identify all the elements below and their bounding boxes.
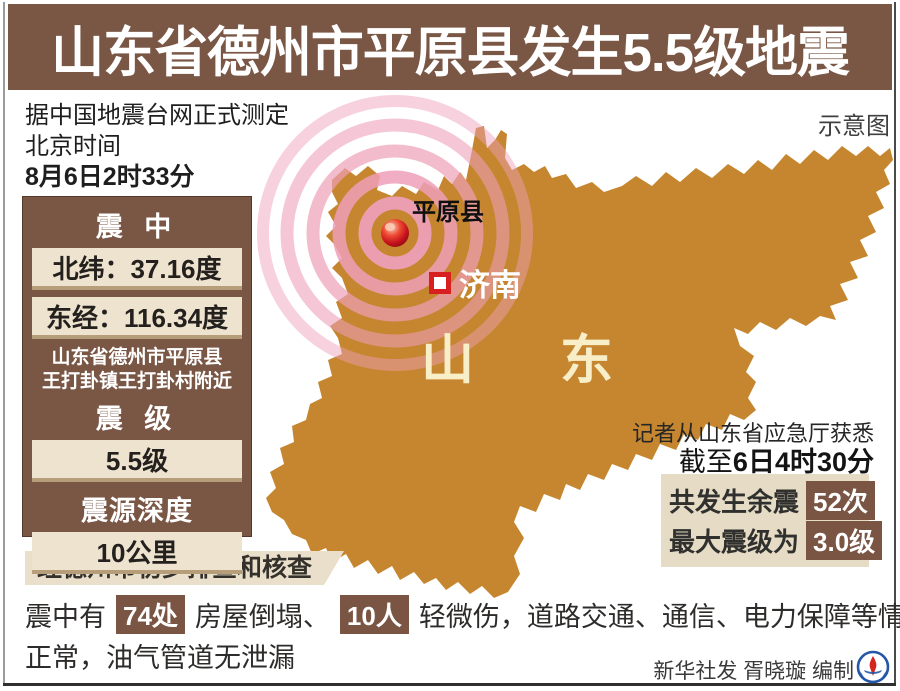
intro-line-source: 据中国地震台网正式测定 <box>25 102 289 129</box>
depth-value: 10公里 <box>32 532 242 574</box>
damage-paragraph-line2: 正常，油气管道无泄漏 <box>25 643 295 673</box>
stat-row-count: 共发生余震 52次 <box>669 481 875 520</box>
intro-block: 据中国地震台网正式测定 北京时间 8月6日2时33分 <box>25 100 289 193</box>
schematic-label: 示意图 <box>818 113 890 140</box>
panel-epicenter-title: 震 中 <box>95 212 179 242</box>
longitude-value: 东经：116.34度 <box>32 297 242 339</box>
location-text: 山东省德州市平原县 王打卦镇王打卦村附近 <box>23 346 251 394</box>
epicenter-ball-highlight <box>385 223 395 231</box>
province-char-shan: 山 <box>421 331 474 390</box>
stat-max-value: 3.0级 <box>806 521 883 560</box>
latitude-value: 北纬：37.16度 <box>32 248 242 290</box>
aftershock-source-line: 记者从山东省应急厅获悉 <box>631 421 874 446</box>
jinan-marker-icon <box>429 272 451 294</box>
intro-line-time: 8月6日2时33分 <box>25 163 195 191</box>
stat-row-max: 最大震级为 3.0级 <box>669 521 883 560</box>
location-line-1: 山东省德州市平原县 <box>51 347 223 368</box>
province-label: 山 东 <box>421 318 613 394</box>
panel-magnitude-title: 震 级 <box>95 404 179 434</box>
frame-bottom-line <box>3 683 896 686</box>
credit-text: 新华社发 胥晓璇 编制 <box>653 660 854 683</box>
pingyuan-label: 平原县 <box>412 199 484 226</box>
headline: 山东省德州市平原县发生5.5级地震 <box>51 22 850 83</box>
deadline-time: 6日4时30分 <box>732 447 874 477</box>
stat-count-value: 52次 <box>806 481 875 520</box>
injured-people-badge: 10人 <box>339 595 409 634</box>
damage-seg-3: 轻微伤，道路交通、通信、电力保障等情况 <box>418 602 900 632</box>
intro-line-timezone: 北京时间 <box>25 133 121 160</box>
aftershock-deadline: 截至 6日4时30分 <box>679 440 874 479</box>
epicenter-panel: 震 中 北纬：37.16度 东经：116.34度 山东省德州市平原县 王打卦镇王… <box>22 196 252 574</box>
collapsed-houses-badge: 74处 <box>116 595 185 634</box>
xinhua-logo-icon <box>856 650 890 684</box>
magnitude-value: 5.5级 <box>32 440 242 482</box>
damage-seg-2: 房屋倒塌、 <box>194 602 330 632</box>
frame-left-line <box>3 2 5 683</box>
deadline-prefix: 截至 <box>678 447 733 477</box>
damage-seg-1: 震中有 <box>25 602 106 632</box>
seismic-rings <box>257 95 533 371</box>
stat-max-label: 最大震级为 <box>669 527 800 557</box>
stat-count-label: 共发生余震 <box>669 487 800 517</box>
province-char-dong: 东 <box>560 331 613 390</box>
jinan-label: 济南 <box>459 268 521 303</box>
frame-right-line <box>894 2 896 683</box>
header-banner: 山东省德州市平原县发生5.5级地震 <box>8 4 892 90</box>
panel-depth-title: 震源深度 <box>81 496 193 526</box>
damage-paragraph-line1: 震中有 74处 房屋倒塌、 10人 轻微伤，道路交通、通信、电力保障等情况 <box>25 595 900 634</box>
location-line-2: 王打卦镇王打卦村附近 <box>41 371 232 392</box>
aftershock-stat-box: 共发生余震 52次 最大震级为 3.0级 <box>661 474 883 567</box>
epicenter-ball <box>381 219 409 247</box>
